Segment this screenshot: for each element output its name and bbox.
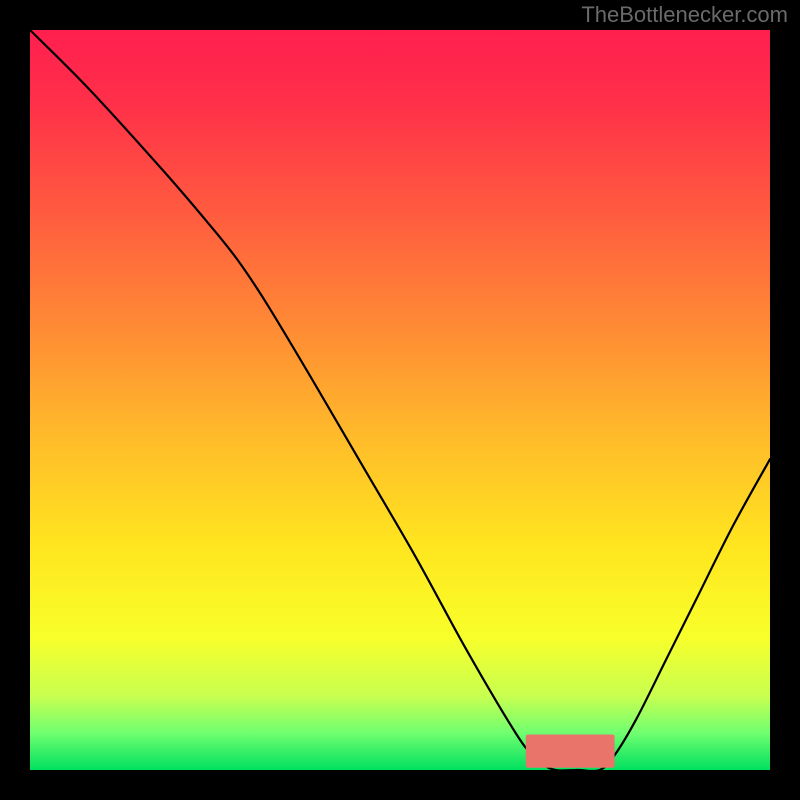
optimal-range-marker [526, 734, 615, 767]
watermark-text: TheBottlenecker.com [581, 2, 788, 28]
bottleneck-curve-chart [30, 30, 770, 770]
chart-container: TheBottlenecker.com [0, 0, 800, 800]
gradient-background [30, 30, 770, 770]
plot-area [30, 30, 770, 770]
